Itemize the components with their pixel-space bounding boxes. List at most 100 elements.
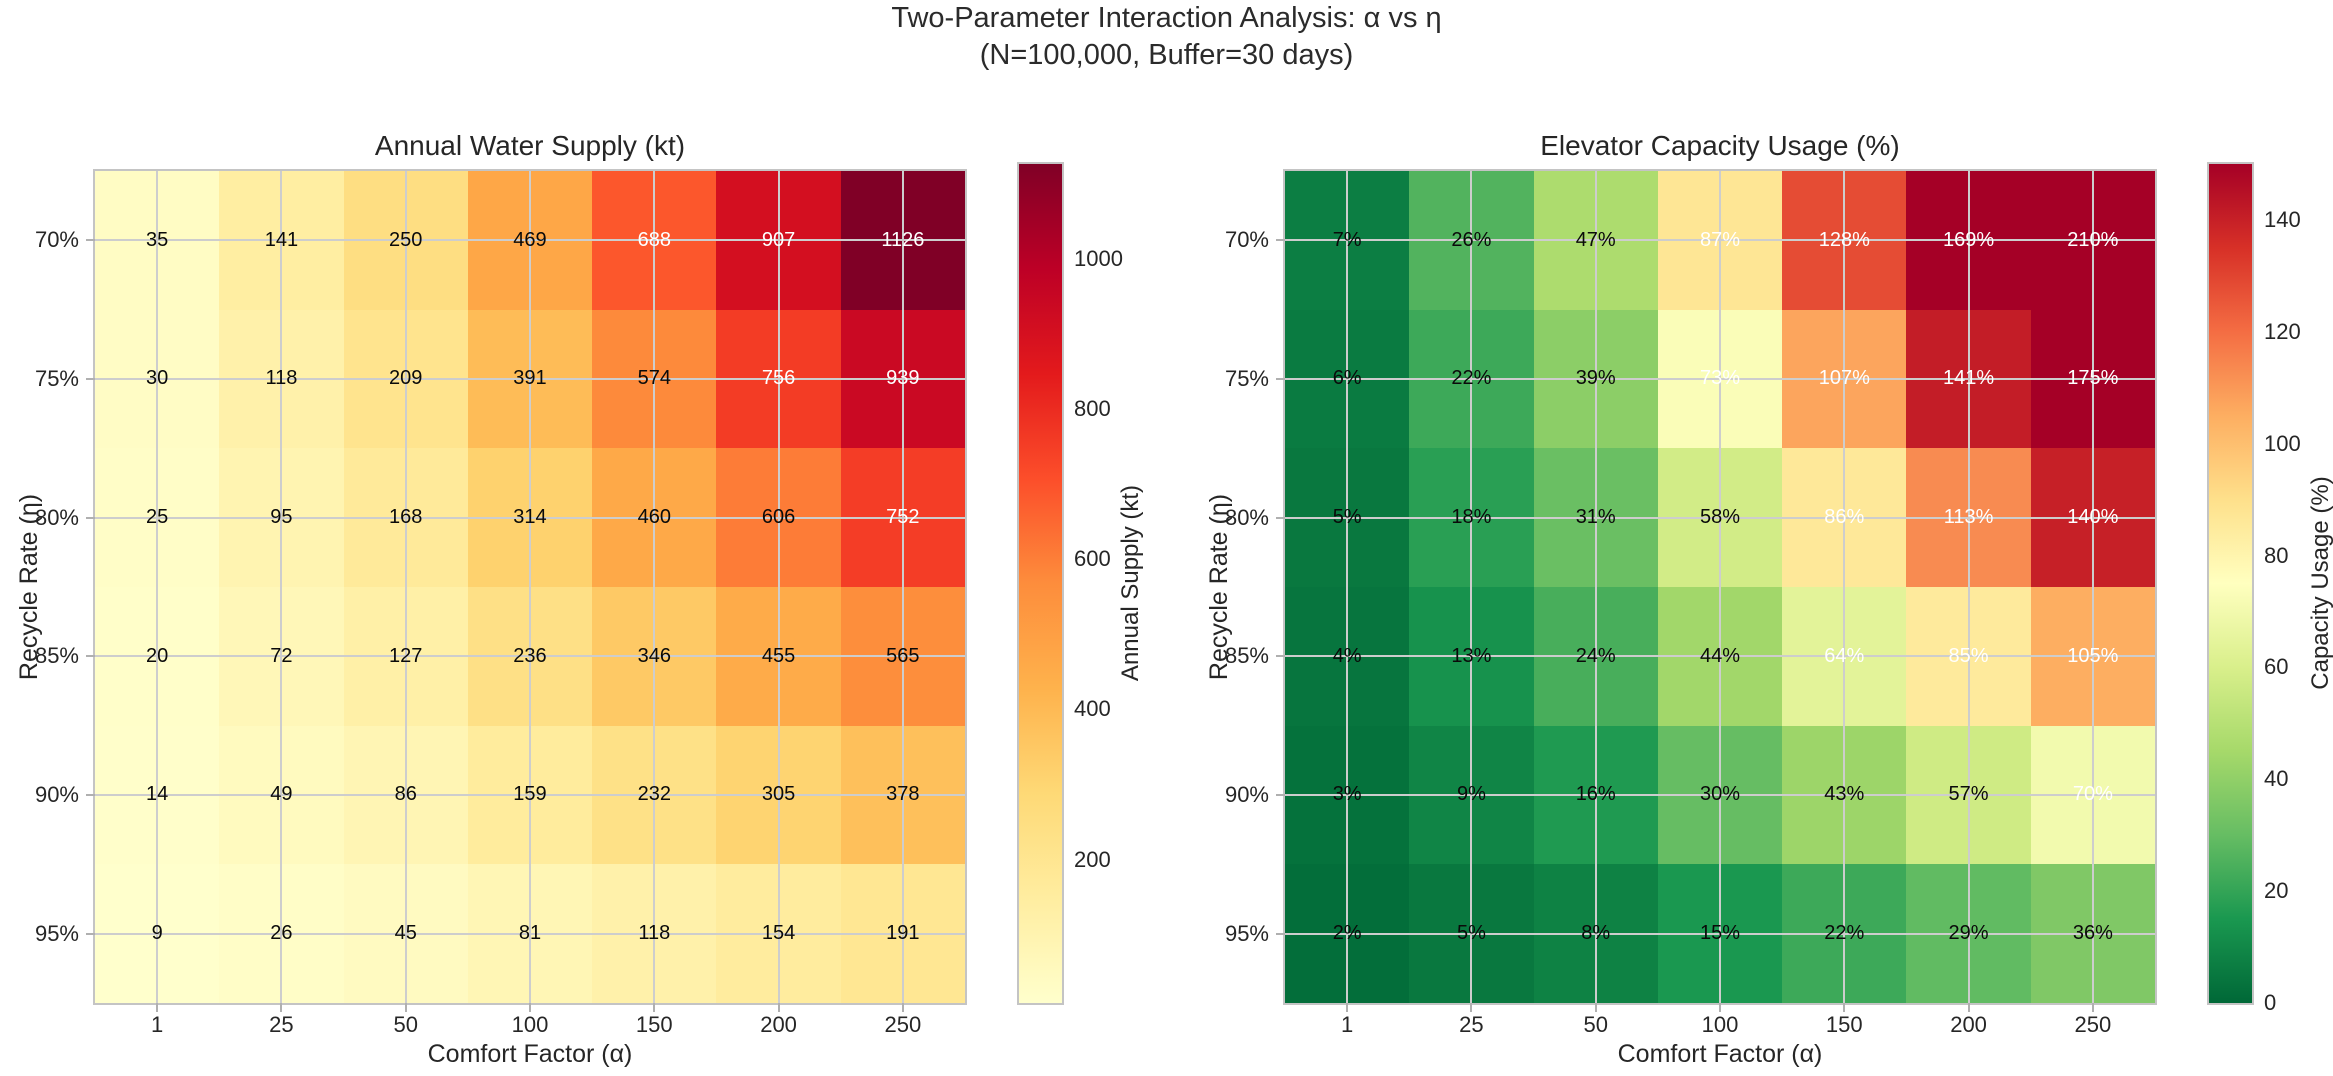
cell-value: 565 bbox=[886, 644, 920, 667]
colorbar-tick-label: 200 bbox=[1074, 846, 1111, 872]
heatmap-cell: 73% bbox=[1657, 309, 1783, 449]
heatmap-cell: 113% bbox=[1906, 448, 2031, 587]
x-tick-mark bbox=[280, 1003, 283, 1012]
heatmap-cell: 128% bbox=[1782, 171, 1907, 310]
colorbar-tick-label: 40 bbox=[2264, 766, 2289, 792]
heatmap-cell: 7% bbox=[1285, 171, 1410, 310]
y-tick-label: 70% bbox=[1224, 227, 1269, 253]
figure-title-line1: Two-Parameter Interaction Analysis: α vs… bbox=[891, 2, 1442, 34]
cell-value: 26 bbox=[270, 922, 293, 945]
y-tick-mark bbox=[1276, 239, 1285, 242]
cell-value: 250 bbox=[389, 228, 423, 251]
cell-value: 30% bbox=[1699, 783, 1740, 806]
cell-value: 469 bbox=[513, 228, 547, 251]
heatmap-cells: 35 141 250 469 688 907 1126 30 118 209 391 574 756 93… bbox=[95, 171, 965, 1003]
heatmap-cell: 26 bbox=[219, 864, 344, 1003]
cell-value: 141 bbox=[264, 228, 299, 251]
y-tick-mark bbox=[1276, 932, 1285, 935]
heatmap-cell: 907 bbox=[716, 171, 841, 310]
y-tick-mark bbox=[1276, 378, 1285, 380]
cell-value: 574 bbox=[637, 367, 671, 390]
heatmap-cell: 140% bbox=[2030, 448, 2155, 587]
x-tick-mark bbox=[404, 1003, 407, 1012]
heatmap-cell: 86 bbox=[343, 725, 468, 865]
x-tick-mark bbox=[901, 1003, 904, 1012]
heatmap-cell: 752 bbox=[840, 448, 965, 587]
cell-value: 39% bbox=[1575, 367, 1616, 390]
cell-value: 688 bbox=[637, 228, 671, 251]
x-tick-label: 1 bbox=[1341, 1012, 1354, 1037]
y-tick-mark bbox=[1276, 516, 1285, 519]
x-tick-label: 250 bbox=[2074, 1012, 2112, 1037]
heatmap-cell: 939 bbox=[840, 309, 965, 449]
heatmap-cell: 85% bbox=[1906, 587, 2031, 726]
heatmap-plot-area: 7% 26% 47% 87% 128% 169% 210% 6% 22% 39% 73% 107% 14… bbox=[1283, 169, 2157, 1005]
heatmap-cell: 127 bbox=[343, 587, 468, 726]
x-tick-mark bbox=[156, 1003, 159, 1012]
x-tick-mark bbox=[1843, 1003, 1846, 1012]
heatmap-cell: 154 bbox=[716, 864, 841, 1003]
cell-value: 305 bbox=[761, 783, 796, 806]
x-tick-mark bbox=[2091, 1003, 2094, 1012]
colorbar-tick-label: 60 bbox=[2264, 654, 2289, 680]
y-axis-label: Recycle Rate (η) bbox=[1205, 493, 1233, 681]
cell-value: 107% bbox=[1818, 367, 1870, 390]
heatmap-plot-area: 35 141 250 469 688 907 1126 30 118 209 391 574 756 93… bbox=[93, 169, 967, 1005]
cell-value: 58% bbox=[1699, 506, 1740, 529]
y-tick-mark bbox=[1276, 794, 1285, 796]
heatmap-cell: 210% bbox=[2030, 171, 2155, 310]
subplot-title: Annual Water Supply (kt) bbox=[374, 130, 686, 161]
cell-value: 140% bbox=[2067, 506, 2119, 529]
cell-value: 391 bbox=[513, 367, 547, 390]
colorbar-gradient bbox=[1019, 164, 1062, 1003]
cell-value: 15% bbox=[1699, 922, 1740, 945]
heatmap-cell: 169% bbox=[1906, 171, 2031, 310]
cell-value: 4% bbox=[1332, 644, 1362, 667]
cell-value: 49 bbox=[270, 783, 293, 806]
heatmap-cell: 168 bbox=[343, 448, 468, 587]
cell-value: 168 bbox=[389, 506, 423, 529]
y-tick-label: 90% bbox=[34, 782, 79, 807]
cell-value: 95 bbox=[270, 506, 293, 529]
cell-value: 30 bbox=[146, 367, 169, 390]
heatmap-cell: 175% bbox=[2030, 309, 2155, 449]
heatmap-cell: 45 bbox=[343, 864, 468, 1003]
heatmap-cell: 606 bbox=[716, 448, 841, 587]
heatmap-cell: 378 bbox=[840, 725, 965, 865]
cell-value: 36% bbox=[2072, 922, 2113, 945]
heatmap-cell: 72 bbox=[219, 587, 344, 726]
cell-value: 939 bbox=[886, 367, 920, 390]
cell-value: 455 bbox=[761, 644, 796, 667]
y-tick-mark bbox=[86, 794, 95, 796]
y-tick-label: 90% bbox=[1224, 782, 1269, 807]
cell-value: 460 bbox=[637, 506, 671, 529]
heatmap-cell: 141% bbox=[1906, 309, 2031, 449]
cell-value: 13% bbox=[1451, 644, 1492, 667]
heatmap-cell: 305 bbox=[716, 725, 841, 865]
cell-value: 127 bbox=[389, 644, 423, 667]
heatmap-cell: 191 bbox=[840, 864, 965, 1003]
cell-value: 8% bbox=[1581, 922, 1611, 945]
heatmap-cell: 118 bbox=[219, 309, 344, 449]
heatmap-cell: 43% bbox=[1782, 725, 1907, 865]
colorbar-tick-label: 80 bbox=[2264, 542, 2289, 568]
heatmap-cell: 31% bbox=[1533, 448, 1658, 587]
heatmap-cell: 30% bbox=[1657, 725, 1783, 865]
cell-value: 907 bbox=[761, 228, 796, 251]
cell-value: 22% bbox=[1451, 367, 1492, 390]
cell-value: 29% bbox=[1948, 922, 1989, 945]
heatmap-cell: 469 bbox=[467, 171, 593, 310]
heatmap-cell: 16% bbox=[1533, 725, 1658, 865]
cell-value: 232 bbox=[637, 783, 671, 806]
heatmap-cell: 86% bbox=[1782, 448, 1907, 587]
cell-value: 2% bbox=[1332, 922, 1362, 945]
heatmap-cell: 105% bbox=[2030, 587, 2155, 726]
y-tick-label: 95% bbox=[1224, 920, 1269, 946]
heatmap-cell: 3% bbox=[1285, 725, 1410, 865]
colorbar-tick-label: 600 bbox=[1074, 546, 1111, 572]
cell-value: 81 bbox=[518, 922, 542, 945]
x-tick-label: 250 bbox=[884, 1012, 922, 1037]
cell-value: 35 bbox=[146, 228, 169, 251]
x-axis-label: Comfort Factor (α) bbox=[1617, 1040, 1823, 1068]
cell-value: 5% bbox=[1332, 506, 1362, 529]
